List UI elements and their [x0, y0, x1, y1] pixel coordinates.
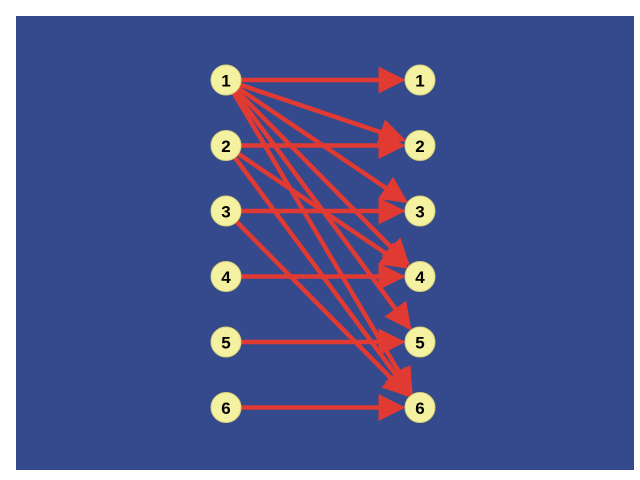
right-node-circle	[404, 64, 436, 96]
right-node-6: 6	[404, 392, 436, 423]
right-node-3: 3	[404, 195, 436, 227]
left-node-circle	[210, 130, 242, 161]
left-node-label: 1	[221, 72, 230, 91]
edges-layer	[230, 66, 413, 421]
left-node-label: 2	[221, 137, 230, 156]
right-node-label: 2	[415, 137, 424, 156]
left-node-6: 6	[210, 392, 242, 423]
edge-l3-r6	[232, 218, 410, 398]
left-node-label: 4	[221, 268, 231, 287]
left-node-circle	[210, 326, 242, 358]
left-node-label: 5	[221, 334, 230, 353]
right-node-label: 6	[415, 399, 424, 418]
right-node-circle	[404, 130, 436, 161]
right-node-2: 2	[404, 130, 436, 161]
right-node-circle	[404, 392, 436, 423]
left-node-circle	[210, 64, 242, 96]
right-node-label: 5	[415, 334, 424, 353]
right-node-4: 4	[404, 261, 436, 292]
right-node-circle	[404, 326, 436, 358]
right-node-circle	[404, 261, 436, 292]
left-node-5: 5	[210, 326, 242, 358]
left-node-label: 3	[221, 203, 230, 222]
left-node-label: 6	[221, 399, 230, 418]
left-node-4: 4	[210, 261, 242, 292]
left-node-3: 3	[210, 195, 242, 227]
left-node-circle	[210, 261, 242, 292]
right-node-label: 3	[415, 203, 424, 222]
right-node-5: 5	[404, 326, 436, 358]
right-node-label: 1	[415, 72, 424, 91]
right-node-label: 4	[415, 268, 425, 287]
edge-l1-r4	[232, 87, 410, 267]
left-node-2: 2	[210, 130, 242, 161]
right-node-1: 1	[404, 64, 436, 96]
left-node-circle	[210, 392, 242, 423]
right-node-circle	[404, 195, 436, 227]
nodes-layer: 1 2 3 4 5 6 1 2 3 4 5 6	[210, 64, 436, 423]
left-node-1: 1	[210, 64, 242, 96]
left-node-circle	[210, 195, 242, 227]
edge-l1-r2	[236, 81, 407, 146]
